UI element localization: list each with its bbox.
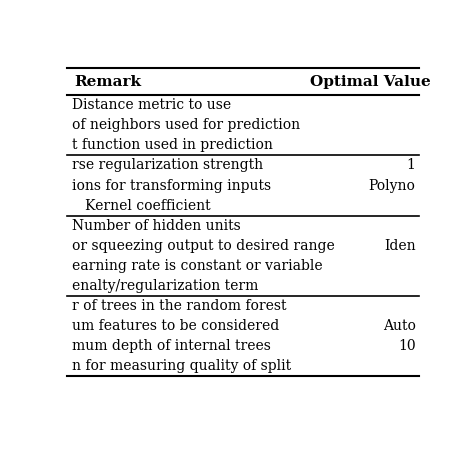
Text: Auto: Auto [383, 319, 416, 333]
Text: or squeezing output to desired range: or squeezing output to desired range [72, 239, 335, 253]
Text: Polyno: Polyno [369, 179, 416, 192]
Text: Distance metric to use: Distance metric to use [72, 98, 231, 112]
Text: Kernel coefficient: Kernel coefficient [72, 199, 211, 213]
Text: ions for transforming inputs: ions for transforming inputs [72, 179, 271, 192]
Text: t function used in prediction: t function used in prediction [72, 138, 273, 152]
Text: of neighbors used for prediction: of neighbors used for prediction [72, 118, 300, 132]
Text: Number of hidden units: Number of hidden units [72, 219, 241, 233]
Text: Optimal Value: Optimal Value [310, 74, 430, 89]
Text: Remark: Remark [74, 74, 141, 89]
Text: rse regularization strength: rse regularization strength [72, 158, 263, 173]
Text: enalty/regularization term: enalty/regularization term [72, 279, 258, 293]
Text: um features to be considered: um features to be considered [72, 319, 279, 333]
Text: mum depth of internal trees: mum depth of internal trees [72, 339, 271, 353]
Text: r of trees in the random forest: r of trees in the random forest [72, 299, 287, 313]
Text: 10: 10 [398, 339, 416, 353]
Text: 1: 1 [407, 158, 416, 173]
Text: earning rate is constant or variable: earning rate is constant or variable [72, 259, 323, 273]
Text: Iden: Iden [384, 239, 416, 253]
Text: n for measuring quality of split: n for measuring quality of split [72, 359, 291, 373]
